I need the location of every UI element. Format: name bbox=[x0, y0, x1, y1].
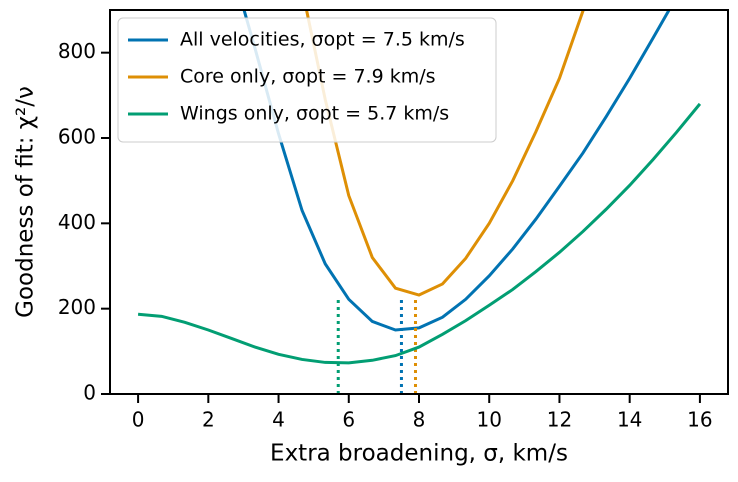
y-tick-label: 0 bbox=[83, 381, 96, 405]
y-tick-label: 600 bbox=[58, 125, 96, 149]
x-tick-label: 12 bbox=[547, 408, 572, 432]
legend-label: All velocities, σopt = 7.5 km/s bbox=[180, 29, 465, 51]
series-line bbox=[137, 102, 702, 365]
legend-label: Core only, σopt = 7.9 km/s bbox=[180, 66, 436, 88]
x-tick-label: 8 bbox=[413, 408, 426, 432]
series-line bbox=[242, 10, 671, 332]
x-tick-label: 14 bbox=[617, 408, 642, 432]
y-tick-label: 400 bbox=[58, 210, 96, 234]
y-axis-label: Goodness of fit: χ²/ν bbox=[13, 86, 39, 318]
x-tick-label: 4 bbox=[272, 408, 285, 432]
y-tick-label: 200 bbox=[58, 295, 96, 319]
plot-area bbox=[137, 10, 702, 394]
series-line bbox=[304, 10, 586, 297]
x-tick-label: 2 bbox=[202, 408, 215, 432]
x-tick-label: 0 bbox=[132, 408, 145, 432]
legend-label: Wings only, σopt = 5.7 km/s bbox=[180, 103, 449, 125]
x-tick-label: 16 bbox=[687, 408, 712, 432]
axes-frame bbox=[109, 9, 729, 395]
x-tick-label: 6 bbox=[342, 408, 355, 432]
x-axis-label: Extra broadening, σ, km/s bbox=[270, 441, 568, 467]
legend-box bbox=[117, 17, 497, 143]
y-tick-label: 800 bbox=[58, 39, 96, 63]
x-tick-label: 10 bbox=[477, 408, 502, 432]
